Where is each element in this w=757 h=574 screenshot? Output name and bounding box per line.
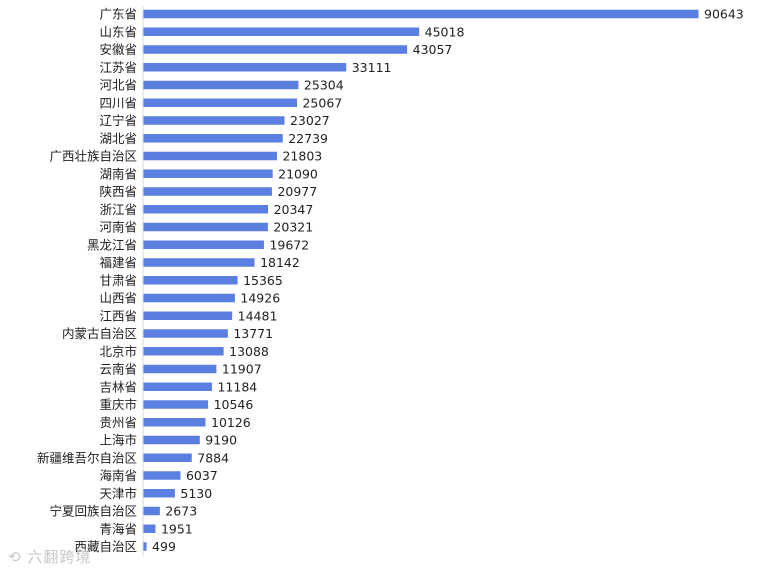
- value-label: 13771: [233, 326, 273, 341]
- bar: [143, 9, 699, 19]
- bar: [143, 27, 420, 36]
- category-label: 甘肃省: [99, 273, 137, 288]
- value-label: 11184: [217, 379, 257, 394]
- category-label: 贵州省: [99, 415, 137, 430]
- watermark-logo-icon: ⟲: [8, 548, 28, 566]
- category-label: 西藏自治区: [74, 539, 137, 554]
- category-label: 北京市: [99, 344, 137, 359]
- bar: [143, 276, 238, 285]
- category-label: 海南省: [99, 468, 137, 483]
- value-label: 19672: [269, 237, 309, 252]
- value-label: 33111: [352, 60, 392, 75]
- category-label: 四川省: [99, 95, 137, 110]
- value-label: 21803: [282, 149, 322, 164]
- value-label: 23027: [290, 113, 330, 128]
- value-label: 14926: [240, 291, 280, 306]
- value-label: 25304: [304, 78, 344, 93]
- category-label: 江苏省: [99, 60, 137, 75]
- category-label: 山西省: [99, 291, 137, 306]
- value-label: 9190: [205, 433, 237, 448]
- category-label: 天津市: [99, 486, 137, 501]
- bar: [143, 471, 181, 480]
- bar: [143, 45, 408, 54]
- bar: [143, 222, 268, 232]
- watermark-text: 六翻跨境: [27, 548, 92, 566]
- bar: [143, 80, 299, 90]
- category-label: 河南省: [99, 220, 137, 235]
- category-label: 广西壮族自治区: [49, 149, 137, 164]
- category-label: 河北省: [99, 78, 137, 93]
- bar: [143, 311, 233, 320]
- category-label: 上海市: [99, 433, 137, 448]
- value-label: 15365: [243, 273, 283, 288]
- value-label: 10546: [214, 397, 254, 412]
- bar: [143, 347, 224, 356]
- value-label: 18142: [260, 255, 300, 270]
- category-label: 辽宁省: [99, 113, 137, 128]
- category-label: 福建省: [99, 255, 137, 270]
- bar: [143, 134, 283, 143]
- value-label: 43057: [413, 42, 453, 57]
- bar: [143, 400, 209, 409]
- value-label: 5130: [180, 486, 212, 501]
- value-label: 499: [152, 539, 176, 554]
- bar: [143, 293, 235, 303]
- category-label: 云南省: [99, 362, 137, 377]
- bar: [143, 453, 192, 462]
- bar: [143, 151, 277, 161]
- value-label: 22739: [288, 131, 328, 146]
- bar: [143, 240, 264, 249]
- category-label: 湖北省: [99, 131, 137, 146]
- category-label: 重庆市: [99, 397, 137, 412]
- bar: [143, 205, 269, 214]
- category-label: 江西省: [99, 308, 137, 323]
- value-label: 2673: [165, 504, 197, 519]
- category-label: 青海省: [99, 521, 137, 536]
- category-label: 吉林省: [99, 379, 137, 394]
- bar: [143, 329, 228, 338]
- bar: [143, 116, 285, 125]
- bar: [143, 258, 255, 267]
- value-label: 90643: [704, 7, 744, 22]
- value-label: 10126: [211, 415, 251, 430]
- value-label: 14481: [238, 308, 278, 323]
- bar: [143, 524, 156, 533]
- value-label: 45018: [425, 24, 465, 39]
- category-label: 湖南省: [99, 166, 137, 181]
- value-label: 20977: [277, 184, 317, 199]
- bar: [143, 382, 212, 391]
- category-label: 安徽省: [99, 42, 137, 57]
- bar: [143, 169, 273, 178]
- category-label: 宁夏回族自治区: [49, 504, 137, 519]
- category-label: 浙江省: [99, 202, 137, 217]
- value-label: 7884: [197, 450, 229, 465]
- category-label: 陕西省: [99, 184, 137, 199]
- bar: [143, 364, 217, 374]
- category-label: 广东省: [99, 7, 137, 22]
- value-label: 6037: [186, 468, 218, 483]
- watermark: ⟲ 六翻跨境: [8, 546, 91, 567]
- value-label: 11907: [222, 362, 262, 377]
- bar: [143, 542, 147, 551]
- value-label: 21090: [278, 166, 318, 181]
- category-label: 内蒙古自治区: [62, 326, 137, 341]
- value-label: 13088: [229, 344, 269, 359]
- category-label: 新疆维吾尔自治区: [37, 450, 137, 465]
- value-label: 1951: [161, 521, 193, 536]
- bar: [143, 418, 206, 427]
- category-label: 黑龙江省: [87, 237, 137, 252]
- bar: [143, 187, 272, 196]
- bar: [143, 506, 160, 516]
- bar: [143, 489, 175, 498]
- category-label: 山东省: [99, 24, 137, 39]
- bar: [143, 63, 347, 72]
- bar: [143, 435, 200, 445]
- bar: [143, 98, 297, 107]
- value-label: 25067: [302, 95, 342, 110]
- value-label: 20347: [274, 202, 314, 217]
- value-label: 20321: [273, 220, 313, 235]
